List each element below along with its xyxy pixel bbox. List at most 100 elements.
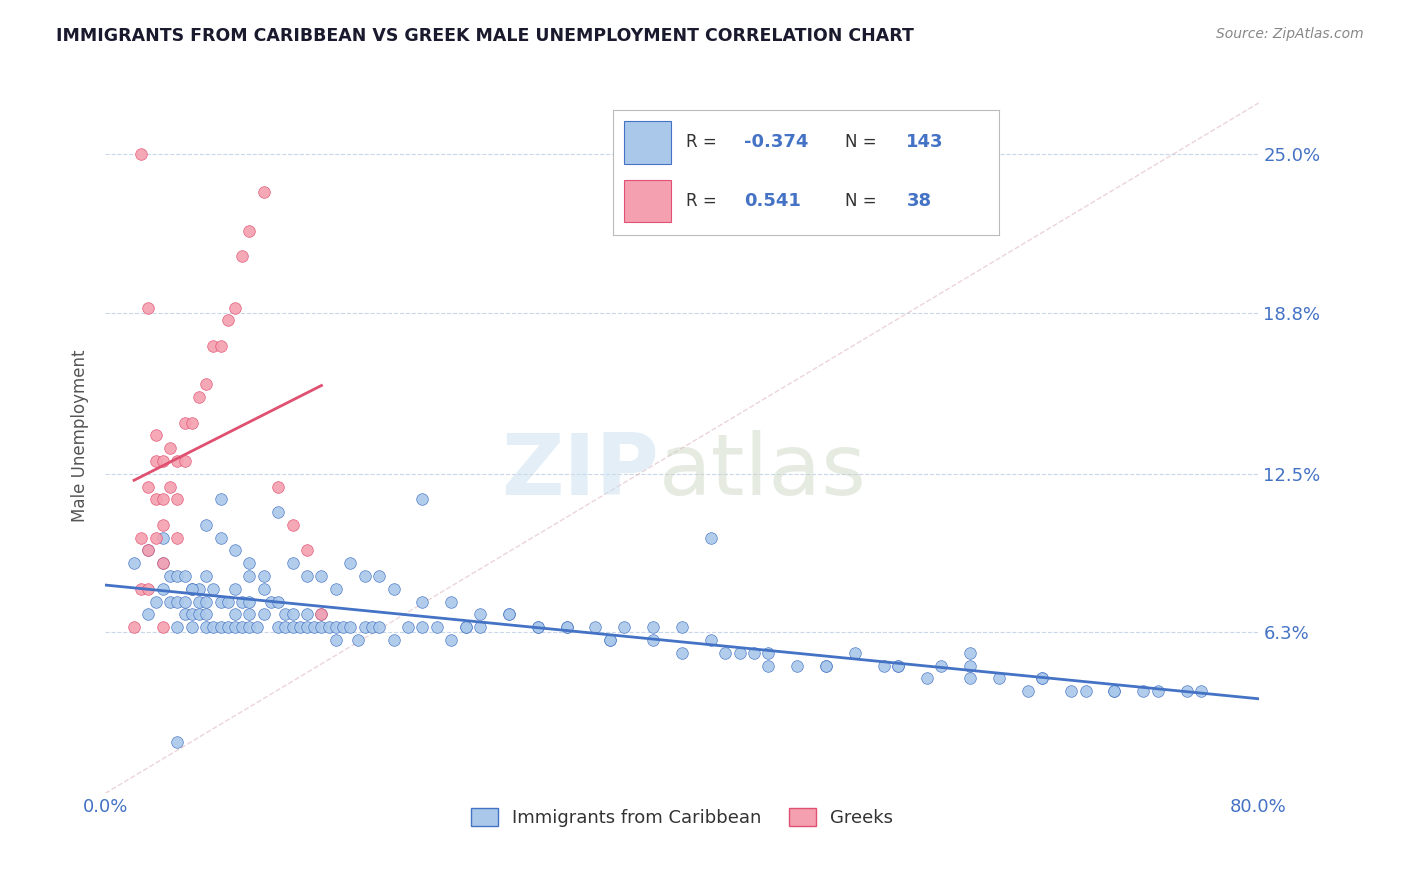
Point <box>714 646 737 660</box>
Point <box>173 607 195 622</box>
Point <box>1074 684 1097 698</box>
Point <box>786 658 808 673</box>
Point <box>138 543 160 558</box>
Point <box>599 632 621 647</box>
Point <box>815 658 838 673</box>
Point <box>159 569 181 583</box>
Point <box>498 607 520 622</box>
Point <box>180 620 202 634</box>
Point <box>288 620 311 634</box>
Point <box>166 735 188 749</box>
Point <box>217 620 239 634</box>
Point <box>231 620 253 634</box>
Point <box>959 646 981 660</box>
Point <box>700 632 723 647</box>
Point <box>295 620 318 634</box>
Point <box>145 492 167 507</box>
Point <box>887 658 910 673</box>
Point <box>295 569 318 583</box>
Point <box>224 582 246 596</box>
Point <box>159 441 181 455</box>
Point <box>468 607 491 622</box>
Point <box>145 594 167 608</box>
Point <box>295 543 318 558</box>
Point <box>325 582 347 596</box>
Text: Source: ZipAtlas.com: Source: ZipAtlas.com <box>1216 27 1364 41</box>
Point <box>281 607 304 622</box>
Point <box>613 620 636 634</box>
Point <box>253 186 276 200</box>
Point <box>411 620 433 634</box>
Point <box>396 620 419 634</box>
Point <box>641 620 664 634</box>
Point <box>195 569 218 583</box>
Point <box>202 339 225 353</box>
Point <box>152 556 174 570</box>
Point <box>187 390 209 404</box>
Point <box>440 594 463 608</box>
Point <box>231 594 253 608</box>
Point <box>742 646 765 660</box>
Point <box>159 594 181 608</box>
Point <box>224 620 246 634</box>
Point <box>138 301 160 315</box>
Point <box>209 531 232 545</box>
Point <box>411 594 433 608</box>
Point <box>145 428 167 442</box>
Point <box>245 620 267 634</box>
Point <box>304 620 326 634</box>
Point <box>281 620 304 634</box>
Point <box>122 556 145 570</box>
Point <box>122 620 145 634</box>
Point <box>195 607 218 622</box>
Point <box>173 416 195 430</box>
Point <box>671 620 693 634</box>
Point <box>152 582 174 596</box>
Point <box>267 620 290 634</box>
Point <box>526 620 548 634</box>
Y-axis label: Male Unemployment: Male Unemployment <box>72 349 89 522</box>
Point <box>844 646 866 660</box>
Point <box>339 620 361 634</box>
Point <box>253 582 276 596</box>
Point <box>187 607 209 622</box>
Point <box>267 594 290 608</box>
Point <box>915 671 938 685</box>
Point <box>468 620 491 634</box>
Point <box>166 492 188 507</box>
Point <box>353 569 375 583</box>
Point <box>346 632 368 647</box>
Point <box>166 594 188 608</box>
Point <box>138 582 160 596</box>
Point <box>728 646 751 660</box>
Point <box>129 531 152 545</box>
Point <box>555 620 578 634</box>
Point <box>195 594 218 608</box>
Point <box>224 301 246 315</box>
Point <box>152 531 174 545</box>
Point <box>238 607 260 622</box>
Point <box>454 620 477 634</box>
Text: ZIP: ZIP <box>501 430 659 513</box>
Point <box>138 543 160 558</box>
Point <box>325 620 347 634</box>
Point <box>202 620 225 634</box>
Point <box>238 594 260 608</box>
Point <box>224 607 246 622</box>
Point <box>325 632 347 647</box>
Point <box>173 594 195 608</box>
Point <box>281 517 304 532</box>
Point <box>129 582 152 596</box>
Point <box>368 569 391 583</box>
Point <box>440 632 463 647</box>
Point <box>382 632 405 647</box>
Point <box>129 147 152 161</box>
Point <box>318 620 340 634</box>
Point <box>758 646 780 660</box>
Point <box>152 454 174 468</box>
Point <box>1175 684 1198 698</box>
Point <box>202 582 225 596</box>
Point <box>295 607 318 622</box>
Point <box>332 620 354 634</box>
Point <box>217 594 239 608</box>
